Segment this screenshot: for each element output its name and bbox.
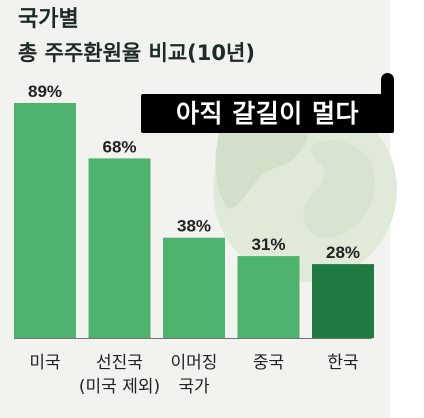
globe-landmass xyxy=(215,110,308,209)
category-label: 미국 xyxy=(29,353,60,373)
chart-title-main: 국가별 xyxy=(18,7,79,32)
value-label: 89% xyxy=(28,82,62,101)
globe-landmass xyxy=(303,139,375,238)
bars-group xyxy=(14,103,374,339)
category-label: (미국 제외) xyxy=(79,377,160,397)
category-label: 이머징 xyxy=(171,353,218,373)
chart-subtitle: 총 주주환원율 비교(10년) xyxy=(18,41,255,66)
value-label: 31% xyxy=(251,235,285,254)
right-background-strip xyxy=(390,0,424,418)
bar xyxy=(312,264,374,338)
value-label: 38% xyxy=(177,217,211,236)
badge-tab xyxy=(381,73,394,97)
chart-title: 국가별 총 주주환원율 비교(10년) xyxy=(18,7,255,67)
headline-badge: 아직 갈길이 멀다 xyxy=(141,94,394,133)
globe-background xyxy=(213,98,397,282)
value-label: 28% xyxy=(326,243,360,262)
value-label: 68% xyxy=(102,137,136,156)
category-label: 선진국 xyxy=(96,353,143,373)
category-label: 국가 xyxy=(178,377,210,397)
bar xyxy=(237,256,300,338)
bar xyxy=(163,237,225,338)
bar xyxy=(88,158,151,338)
value-labels-group: 89% 68% 38% 31% 28% xyxy=(28,82,360,262)
bar xyxy=(14,103,76,338)
category-label: 한국 xyxy=(327,353,358,373)
category-label: 중국 xyxy=(253,353,284,373)
